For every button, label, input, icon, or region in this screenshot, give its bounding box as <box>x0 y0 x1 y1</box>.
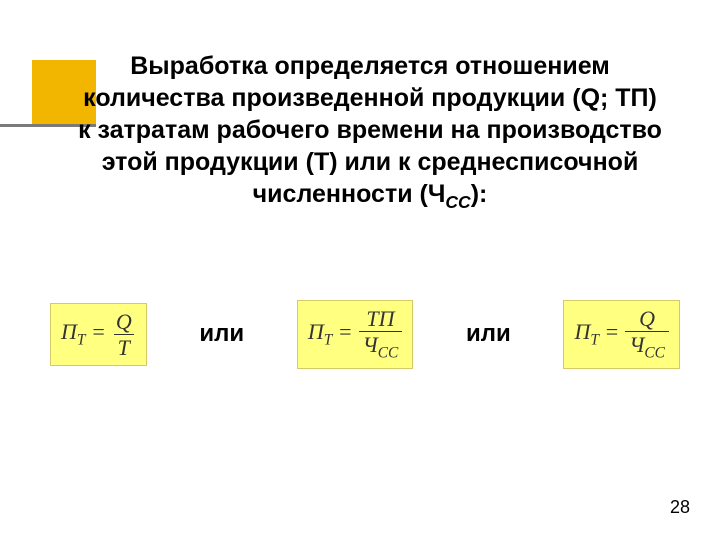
f1-num: Q <box>112 310 136 334</box>
f2-den-sub: CC <box>378 344 399 361</box>
lhs-symbol: П <box>574 319 590 344</box>
f2-num: ТП <box>362 307 398 331</box>
formula-row: ПT = Q T или ПT = ТП ЧCC или ПT = Q ЧCC <box>50 300 680 369</box>
heading-tail: ): <box>471 180 488 208</box>
heading-sub: СС <box>445 192 470 212</box>
lhs-symbol: П <box>61 319 77 344</box>
or-2: или <box>466 320 511 348</box>
f2-den: ЧCC <box>359 331 403 362</box>
f3-den-main: Ч <box>629 332 644 357</box>
or-1: или <box>199 320 244 348</box>
lhs-sub: T <box>590 332 599 349</box>
formula-2-lhs: ПT = <box>308 319 353 349</box>
equals-sign: = <box>599 319 619 344</box>
equals-sign: = <box>332 319 352 344</box>
lhs-symbol: П <box>308 319 324 344</box>
lhs-sub: T <box>324 332 333 349</box>
f2-den-main: Ч <box>363 332 378 357</box>
formula-2: ПT = ТП ЧCC <box>297 300 414 369</box>
formula-1-lhs: ПT = <box>61 319 106 349</box>
slide-heading: Выработка определяется отношением количе… <box>75 50 665 213</box>
formula-1-frac: Q T <box>112 310 136 359</box>
heading-main: Выработка определяется отношением количе… <box>78 52 662 208</box>
f3-num: Q <box>635 307 659 331</box>
equals-sign: = <box>85 319 105 344</box>
formula-3-lhs: ПT = <box>574 319 619 349</box>
slide-number: 28 <box>670 497 690 518</box>
formula-1: ПT = Q T <box>50 303 147 366</box>
f3-den-sub: CC <box>644 344 665 361</box>
formula-2-frac: ТП ЧCC <box>359 307 403 362</box>
f1-den: T <box>114 334 134 359</box>
formula-3-frac: Q ЧCC <box>625 307 669 362</box>
f3-den: ЧCC <box>625 331 669 362</box>
formula-3: ПT = Q ЧCC <box>563 300 680 369</box>
